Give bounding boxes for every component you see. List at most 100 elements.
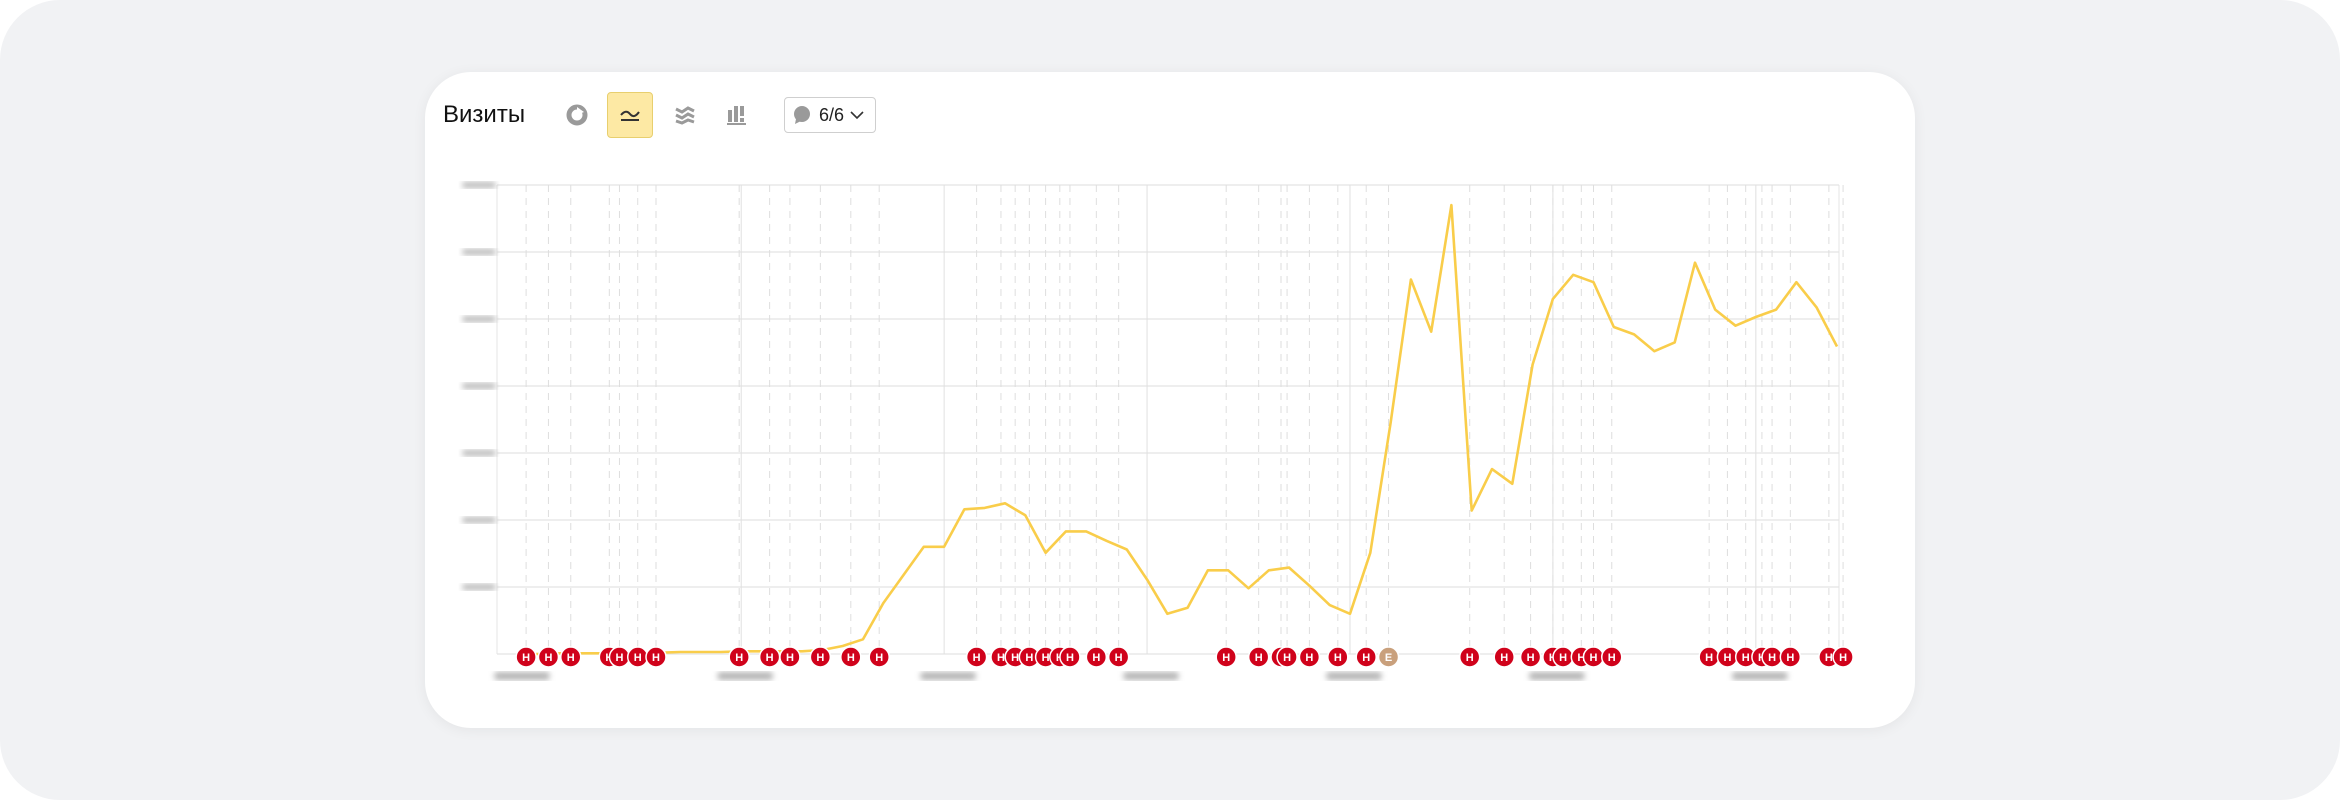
annotation-label: Н xyxy=(567,652,575,664)
annotation-dot[interactable] xyxy=(1377,646,1400,668)
column-chart-button[interactable] xyxy=(714,92,760,138)
annotation-dot[interactable] xyxy=(1059,646,1081,668)
annotation-marker: Н xyxy=(868,646,890,668)
annotation-label: Н xyxy=(1768,652,1776,664)
y-tick-label-blurred xyxy=(462,584,496,590)
annotation-marker: Н xyxy=(1552,646,1574,668)
annotation-label: Н xyxy=(1500,652,1508,664)
annotation-label: Н xyxy=(1025,652,1033,664)
annotation-marker: Н xyxy=(1215,646,1237,668)
annotation-marker: Н xyxy=(1276,646,1298,668)
y-tick-label-blurred xyxy=(462,450,496,456)
annotation-marker: Н xyxy=(728,646,750,668)
annotation-dot[interactable] xyxy=(728,646,750,668)
annotation-dot[interactable] xyxy=(965,646,988,668)
annotation-marker: Н xyxy=(1519,646,1542,668)
annotation-label: Н xyxy=(1255,652,1263,664)
annotation-marker: Н xyxy=(560,646,582,668)
annotation-dot[interactable] xyxy=(779,646,801,668)
annotation-dot[interactable] xyxy=(1215,646,1237,668)
annotation-marker: Н xyxy=(1582,646,1605,668)
annotation-label: Н xyxy=(875,652,883,664)
annotation-label: Н xyxy=(652,652,660,664)
chevron-down-icon xyxy=(850,111,864,120)
annotation-dot[interactable] xyxy=(1276,646,1298,668)
annotation-marker: Н xyxy=(1355,646,1377,668)
annotation-label: Н xyxy=(847,652,855,664)
annotation-dot[interactable] xyxy=(809,646,832,668)
annotation-label: Н xyxy=(615,652,623,664)
annotation-dot[interactable] xyxy=(645,646,667,668)
annotation-marker: Н xyxy=(1107,646,1130,668)
annotation-label: Н xyxy=(1608,652,1616,664)
annotation-label: Н xyxy=(1742,652,1750,664)
annotation-label: Н xyxy=(786,652,794,664)
annotation-label: Н xyxy=(1066,652,1074,664)
annotation-marker: Е xyxy=(1377,646,1400,668)
annotation-label: Н xyxy=(1362,652,1370,664)
annotation-marker: Н xyxy=(965,646,988,668)
annotation-marker: Н xyxy=(515,646,537,668)
annotation-marker: Н xyxy=(1601,646,1623,668)
stacked-area-icon xyxy=(675,106,695,125)
x-tick-label-blurred xyxy=(1528,672,1585,680)
x-tick-label-blurred xyxy=(1325,672,1382,680)
annotation-label: Н xyxy=(1283,652,1291,664)
annotation-marker: Н xyxy=(1327,646,1349,668)
annotation-marker: Н xyxy=(840,646,862,668)
annotation-marker: Н xyxy=(1298,646,1321,668)
annotation-marker: Н xyxy=(1458,646,1481,668)
line-chart-button[interactable] xyxy=(607,92,653,138)
annotation-dot[interactable] xyxy=(1458,646,1481,668)
annotation-marker: Н xyxy=(537,646,560,668)
annotation-dot[interactable] xyxy=(868,646,890,668)
annotation-dot[interactable] xyxy=(1779,646,1802,668)
line-chart-icon xyxy=(620,110,640,121)
annotation-label: Н xyxy=(1222,652,1230,664)
y-tick-label-blurred xyxy=(462,182,496,188)
annotation-dot[interactable] xyxy=(1493,646,1515,668)
pie-chart-icon xyxy=(566,104,588,126)
annotation-label: Н xyxy=(1559,652,1567,664)
annotation-dot[interactable] xyxy=(1298,646,1321,668)
stacked-area-button[interactable] xyxy=(662,92,708,138)
annotation-label: Н xyxy=(1092,652,1100,664)
annotation-dot[interactable] xyxy=(1085,646,1108,668)
chart-card xyxy=(425,72,1915,728)
pie-chart-button[interactable] xyxy=(554,92,600,138)
annotation-label: Е xyxy=(1385,652,1392,664)
annotation-label: Н xyxy=(522,652,530,664)
annotation-label: Н xyxy=(735,652,743,664)
annotation-marker: Н xyxy=(779,646,801,668)
annotation-label: Н xyxy=(973,652,981,664)
y-tick-label-blurred xyxy=(462,316,496,322)
annotation-dot[interactable] xyxy=(1601,646,1623,668)
y-tick-label-blurred xyxy=(462,383,496,389)
annotation-label: Н xyxy=(1723,652,1731,664)
x-tick-label-blurred xyxy=(717,672,774,680)
annotation-marker: Н xyxy=(1247,646,1270,668)
annotation-marker: Н xyxy=(1493,646,1515,668)
annotation-dot[interactable] xyxy=(1519,646,1542,668)
notes-filter-dropdown[interactable]: 6/6 xyxy=(784,97,876,133)
annotation-label: Н xyxy=(816,652,824,664)
annotation-dot[interactable] xyxy=(1355,646,1377,668)
annotation-dot[interactable] xyxy=(1107,646,1130,668)
annotation-marker: Н xyxy=(1059,646,1081,668)
annotation-label: Н xyxy=(1786,652,1794,664)
annotation-dot[interactable] xyxy=(537,646,560,668)
annotation-dot[interactable] xyxy=(560,646,582,668)
annotation-dot[interactable] xyxy=(840,646,862,668)
comment-icon xyxy=(794,106,810,124)
annotation-marker: Н xyxy=(1779,646,1802,668)
annotation-dot[interactable] xyxy=(1247,646,1270,668)
annotation-marker: Н xyxy=(1761,646,1783,668)
annotation-dot[interactable] xyxy=(1327,646,1349,668)
annotation-dot[interactable] xyxy=(1832,646,1854,668)
annotation-marker: Н xyxy=(758,646,781,668)
annotation-dot[interactable] xyxy=(515,646,537,668)
x-tick-label-blurred xyxy=(920,672,977,680)
x-tick-label-blurred xyxy=(1731,672,1788,680)
annotation-marker: Н xyxy=(1698,646,1720,668)
